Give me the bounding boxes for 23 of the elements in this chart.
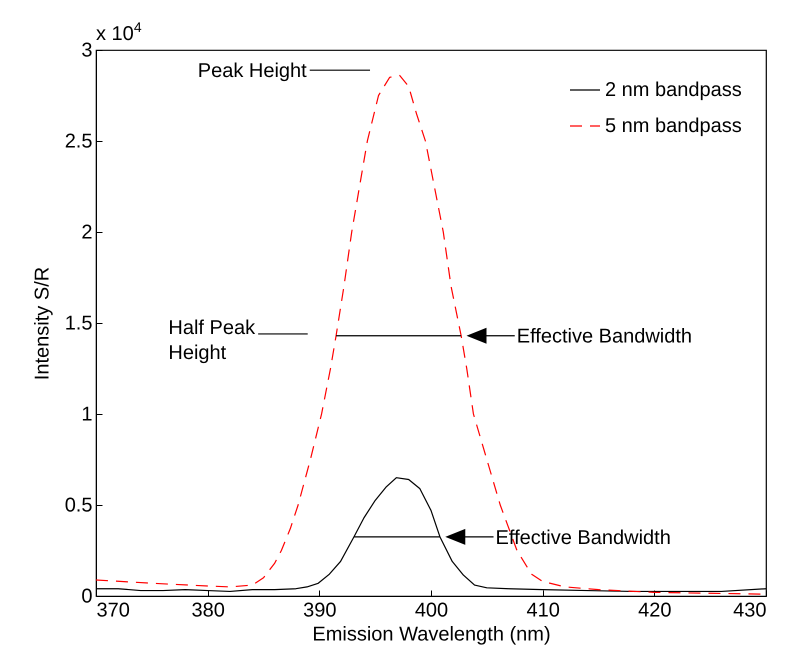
x-tick-label: 420 [638, 600, 672, 622]
legend-label: 2 nm bandpass [605, 79, 742, 101]
x-tick-label: 430 [733, 600, 766, 622]
x-tick-label: 390 [303, 600, 337, 622]
y-axis-title: Intensity S/R [32, 266, 54, 380]
x-tick-label: 410 [526, 600, 560, 622]
y-tick-label: 0 [81, 586, 92, 608]
annotation: Peak Height [198, 60, 308, 82]
annotation: Effective Bandwidth [516, 326, 692, 348]
legend-label: 5 nm bandpass [605, 115, 742, 137]
annotation: Effective Bandwidth [496, 526, 671, 549]
x-axis-title: Emission Wavelength (nm) [312, 624, 551, 646]
y-tick-label: 0.5 [64, 494, 92, 516]
y-tick-label: 2.5 [64, 130, 92, 152]
x-tick-label: 380 [191, 600, 225, 622]
y-tick-label: 1 [81, 404, 92, 426]
x-tick-label: 370 [96, 600, 130, 622]
y-tick-label: 3 [81, 40, 92, 62]
x-tick-label: 400 [414, 600, 448, 622]
y-tick-label: 1.5 [64, 312, 92, 334]
annotation: Half Peak Height [168, 316, 256, 364]
text: x 10$^{4}$ [96, 19, 142, 45]
y-tick-label: 2 [81, 222, 92, 244]
